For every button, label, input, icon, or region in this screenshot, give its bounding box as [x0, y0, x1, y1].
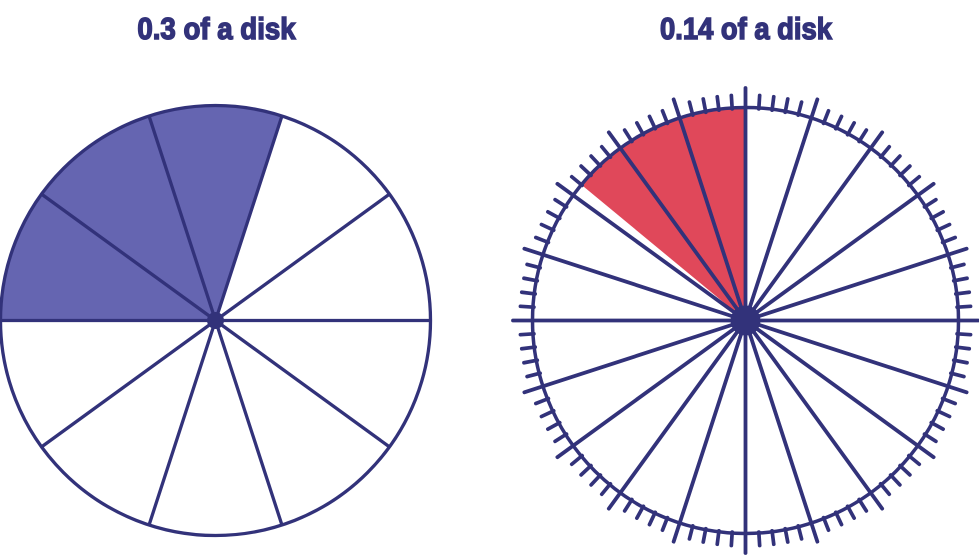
svg-text:0.14 of a disk: 0.14 of a disk	[660, 11, 833, 46]
svg-text:0.3 of a disk: 0.3 of a disk	[137, 11, 296, 46]
